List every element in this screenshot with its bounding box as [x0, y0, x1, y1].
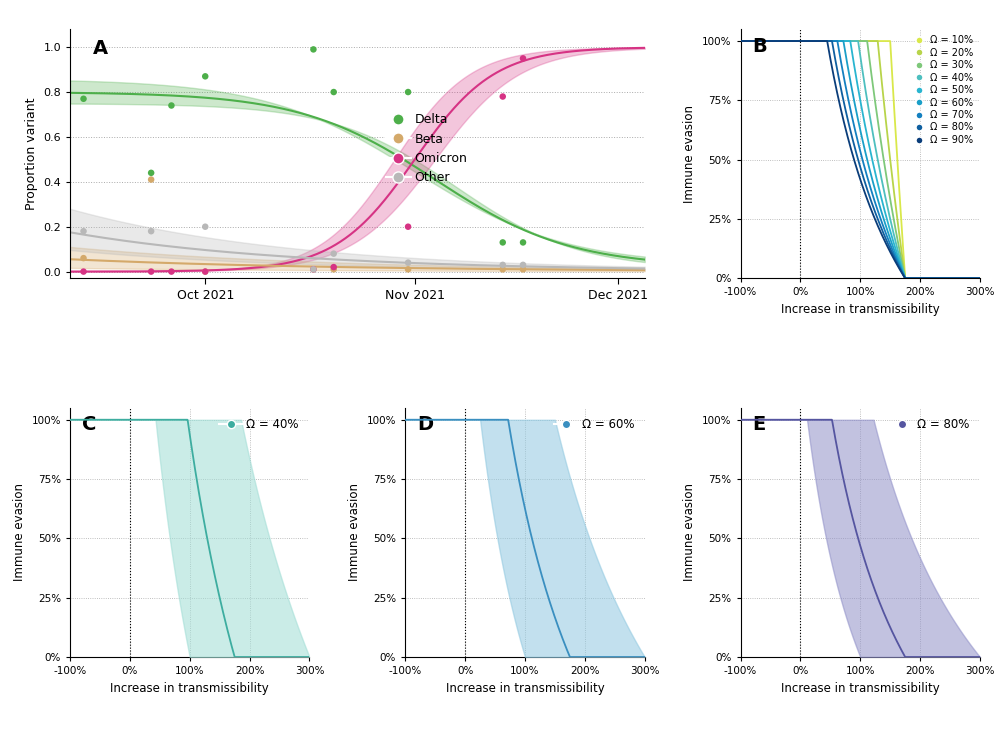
Point [515, 264, 531, 275]
Legend: Ω = 10%, Ω = 20%, Ω = 30%, Ω = 40%, Ω = 50%, Ω = 60%, Ω = 70%, Ω = 80%, Ω = 90%: Ω = 10%, Ω = 20%, Ω = 30%, Ω = 40%, Ω = … [905, 31, 978, 149]
Point [197, 221, 213, 233]
Point [326, 264, 342, 275]
Text: E: E [753, 415, 766, 434]
Point [76, 226, 92, 237]
Text: C: C [82, 415, 96, 434]
X-axis label: Increase in transmissibility: Increase in transmissibility [781, 303, 940, 316]
Point [326, 86, 342, 98]
X-axis label: Increase in transmissibility: Increase in transmissibility [446, 682, 604, 694]
Point [163, 100, 179, 112]
Legend: Delta, Beta, Omicron, Other: Delta, Beta, Omicron, Other [381, 109, 472, 189]
Point [305, 264, 321, 275]
Point [76, 253, 92, 264]
Point [515, 53, 531, 64]
Point [400, 264, 416, 275]
Legend: Ω = 80%: Ω = 80% [885, 414, 974, 437]
Point [197, 71, 213, 82]
Y-axis label: Immune evasion: Immune evasion [348, 483, 361, 581]
Point [143, 167, 159, 179]
Point [305, 44, 321, 55]
Point [163, 266, 179, 277]
X-axis label: Increase in transmissibility: Increase in transmissibility [781, 682, 940, 694]
Point [143, 266, 159, 277]
Y-axis label: Proportion variant: Proportion variant [25, 98, 38, 210]
Point [76, 266, 92, 277]
Point [305, 264, 321, 275]
Point [197, 266, 213, 277]
Y-axis label: Immune evasion: Immune evasion [13, 483, 26, 581]
Text: A: A [93, 39, 108, 58]
Point [76, 93, 92, 104]
Text: D: D [417, 415, 433, 434]
Point [495, 264, 511, 275]
X-axis label: Increase in transmissibility: Increase in transmissibility [110, 682, 269, 694]
Point [400, 221, 416, 233]
Point [495, 91, 511, 102]
Point [515, 259, 531, 271]
Point [495, 237, 511, 248]
Point [326, 247, 342, 259]
Point [143, 226, 159, 237]
Point [143, 174, 159, 185]
Legend: Ω = 60%: Ω = 60% [550, 414, 639, 437]
Point [400, 257, 416, 269]
Y-axis label: Immune evasion: Immune evasion [683, 483, 696, 581]
Point [197, 266, 213, 277]
Point [495, 259, 511, 271]
Text: B: B [753, 36, 767, 55]
Point [326, 261, 342, 273]
Point [515, 237, 531, 248]
Legend: Ω = 40%: Ω = 40% [214, 414, 304, 437]
Point [400, 86, 416, 98]
Y-axis label: Immune evasion: Immune evasion [683, 105, 696, 203]
Point [305, 264, 321, 275]
